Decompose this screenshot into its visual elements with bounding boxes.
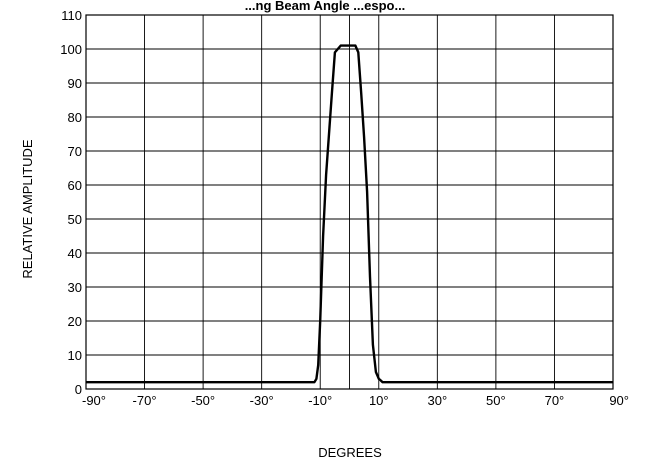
series-line (86, 44, 613, 384)
x-tick-label: 30° (427, 393, 447, 408)
x-tick-label: -50° (191, 393, 215, 408)
y-tick-label: 10 (68, 348, 82, 363)
y-tick-label: 50 (68, 212, 82, 227)
x-tick-label: 90° (609, 393, 629, 408)
x-tick-label: -90° (82, 393, 106, 408)
x-tick-label: 70° (545, 393, 565, 408)
y-tick-label: 60 (68, 178, 82, 193)
x-tick-label: 10° (369, 393, 389, 408)
y-tick-label: 40 (68, 246, 82, 261)
chart-title: ...ng Beam Angle ...espo... (245, 0, 406, 13)
y-tick-label: 70 (68, 144, 82, 159)
y-tick-label: 30 (68, 280, 82, 295)
x-tick-label: -10° (308, 393, 332, 408)
x-tick-label: -30° (250, 393, 274, 408)
x-tick-label: -70° (133, 393, 157, 408)
x-axis-label: DEGREES (318, 445, 382, 460)
y-tick-label: 80 (68, 110, 82, 125)
y-tick-label: 100 (60, 42, 82, 57)
plot-frame (85, 14, 614, 390)
x-tick-label: 50° (486, 393, 506, 408)
y-axis-label: RELATIVE AMPLITUDE (20, 139, 35, 279)
y-tick-label: 0 (75, 382, 82, 397)
tick-labels: 0 10 20 30 40 50 60 70 80 90 100 110 -90° -70° -50° -30… (60, 8, 629, 408)
grid (85, 14, 614, 390)
y-tick-label: 20 (68, 314, 82, 329)
y-tick-label: 110 (61, 8, 82, 23)
y-tick-label: 90 (68, 76, 82, 91)
